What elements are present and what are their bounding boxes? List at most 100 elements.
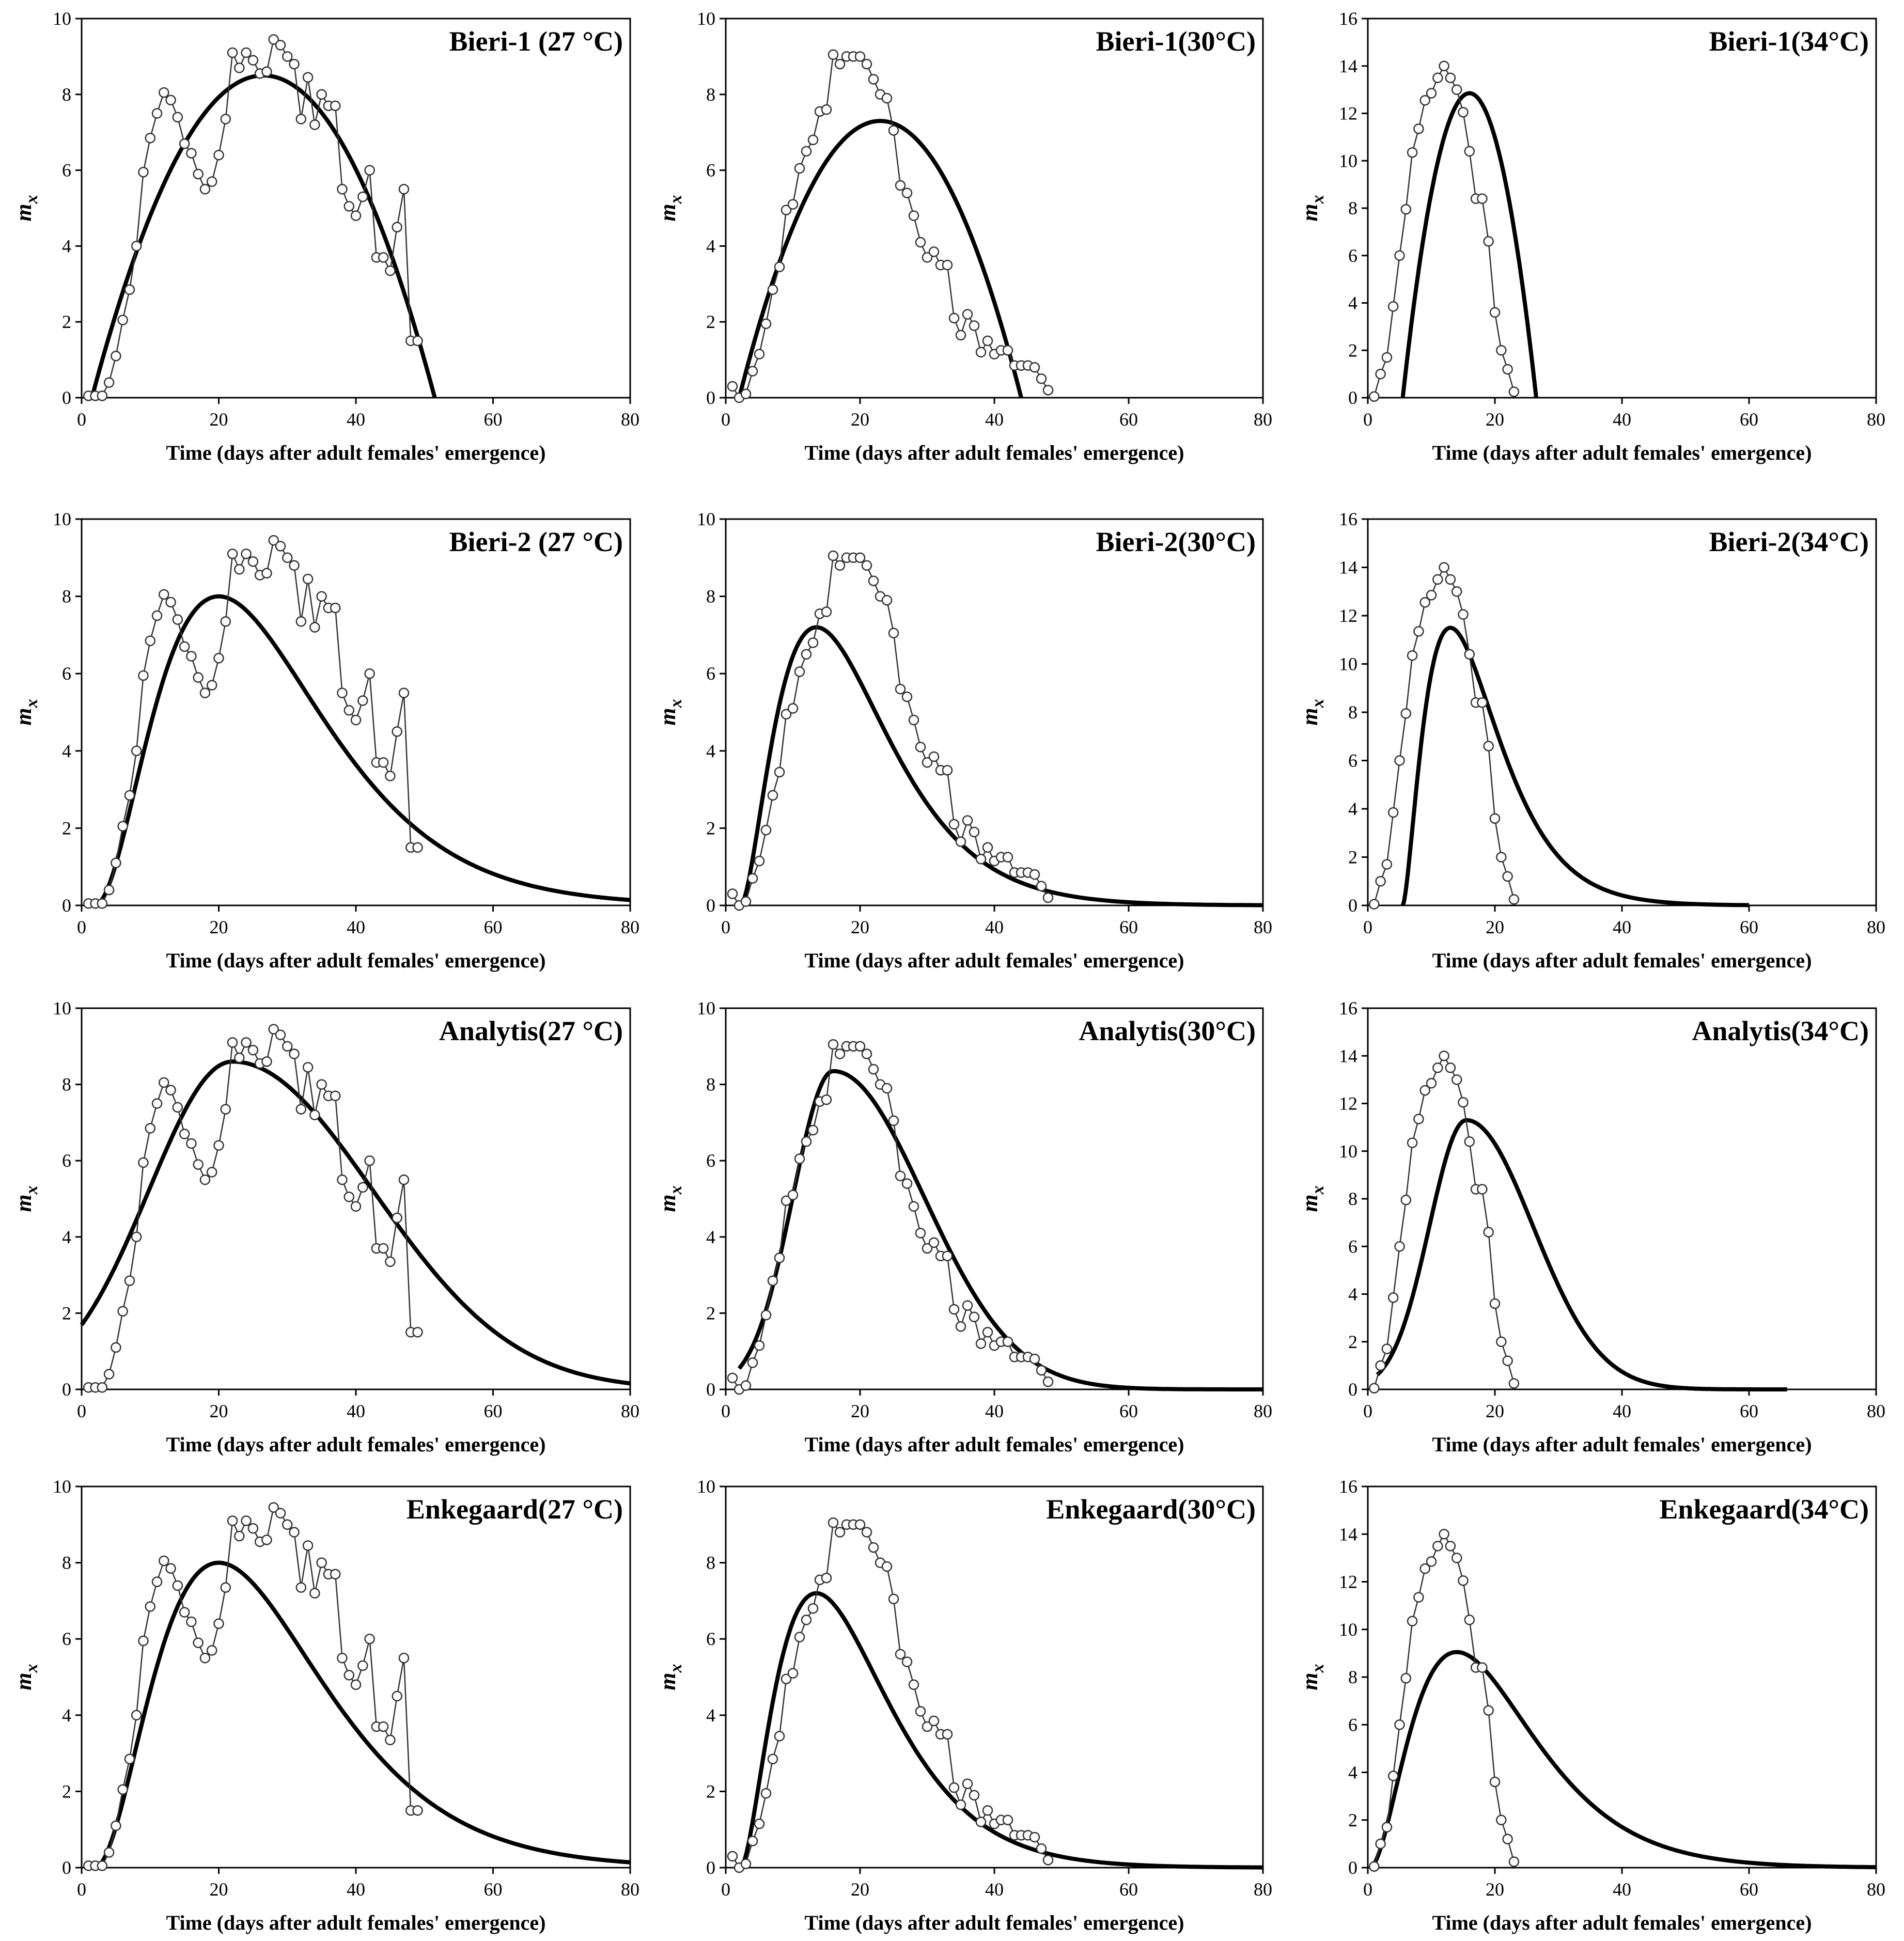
observed-point (895, 1649, 906, 1660)
y-axis-symbol: m (11, 204, 36, 221)
observed-point (378, 252, 389, 263)
observed-point (1426, 590, 1437, 601)
observed-point (1400, 1195, 1412, 1206)
y-tick-label: 2 (62, 1303, 71, 1323)
observed-point (1464, 649, 1475, 660)
observed-point (1458, 1575, 1469, 1586)
observed-point (289, 560, 300, 571)
observed-point (1400, 708, 1412, 719)
observed-point (131, 1710, 142, 1721)
observed-point (1451, 1553, 1462, 1563)
y-axis-symbol: m (655, 708, 680, 725)
x-tick-label: 60 (1740, 409, 1758, 430)
observed-point (364, 1155, 375, 1166)
observed-point (760, 824, 772, 836)
y-tick-label: 2 (706, 1781, 715, 1802)
y-tick-label: 4 (706, 236, 715, 256)
observed-line (1374, 1054, 1515, 1389)
observed-point (767, 790, 778, 801)
observed-point (740, 1858, 752, 1869)
observed-point (337, 687, 348, 698)
observed-point (801, 1136, 812, 1147)
x-tick-label: 60 (1740, 1879, 1758, 1900)
observed-point (1002, 1336, 1013, 1347)
observed-point (942, 764, 953, 776)
observed-point (199, 1652, 211, 1664)
y-axis-label: mx (1297, 1664, 1328, 1690)
plot-frame (725, 18, 1264, 399)
observed-point (344, 1192, 354, 1202)
observed-point (159, 1555, 169, 1567)
observed-point (227, 549, 238, 559)
observed-point (172, 1102, 183, 1113)
y-axis-symbol: m (655, 204, 680, 221)
observed-point (344, 201, 354, 212)
x-axis-label: Time (days after adult females' emergenc… (166, 949, 546, 972)
y-tick-label: 4 (706, 741, 715, 761)
observed-point (193, 672, 204, 683)
y-tick-label: 8 (62, 586, 71, 607)
y-tick-label: 4 (1348, 293, 1357, 314)
x-tick-label: 80 (621, 917, 639, 937)
observed-point (1502, 1355, 1513, 1366)
observed-point (206, 176, 217, 187)
observed-point (781, 1673, 792, 1684)
observed-point (165, 95, 176, 106)
observed-point (220, 1582, 231, 1593)
y-tick-label: 2 (1348, 847, 1357, 868)
observed-point (1477, 697, 1488, 708)
plot-frame (725, 1007, 1264, 1390)
plot-frame (1367, 1007, 1877, 1390)
y-tick-label: 4 (1348, 799, 1357, 819)
y-tick-label: 16 (1339, 998, 1357, 1019)
observed-point (962, 1778, 973, 1789)
observed-point (344, 1670, 354, 1681)
chart-title: Bieri-2 (27 °C) (449, 526, 623, 557)
observed-point (268, 1502, 279, 1513)
observed-point (330, 602, 341, 614)
observed-point (309, 622, 320, 633)
observed-point (975, 1817, 987, 1827)
observed-point (1496, 1814, 1507, 1825)
observed-point (1029, 362, 1040, 373)
observed-point (1002, 345, 1013, 356)
y-axis-subscript: x (1308, 1185, 1328, 1195)
observed-point (1036, 1365, 1047, 1376)
x-tick-label: 40 (1613, 1401, 1631, 1421)
observed-point (261, 1535, 272, 1545)
observed-point (1369, 1383, 1380, 1394)
observed-point (881, 594, 893, 606)
observed-point (378, 1243, 389, 1254)
x-tick-label: 20 (1486, 1879, 1504, 1900)
observed-point (1489, 1298, 1501, 1309)
observed-point (344, 705, 354, 716)
observed-point (350, 714, 362, 726)
x-tick-label: 40 (347, 1401, 365, 1421)
observed-point (969, 1311, 980, 1323)
observed-point (774, 1731, 785, 1742)
y-tick-label: 10 (1339, 654, 1357, 675)
observed-point (1375, 876, 1386, 887)
observed-point (1477, 1184, 1488, 1195)
observed-point (124, 1754, 135, 1764)
observed-point (928, 246, 940, 257)
observed-point (922, 1721, 933, 1732)
observed-point (828, 1039, 839, 1050)
observed-point (828, 1517, 839, 1528)
y-tick-label: 10 (1339, 1619, 1357, 1640)
x-tick-label: 80 (1254, 1879, 1272, 1900)
observed-point (794, 666, 805, 677)
observed-point (727, 381, 738, 392)
observed-point (1029, 1353, 1040, 1365)
observed-point (915, 1228, 926, 1239)
y-tick-label: 0 (706, 1857, 715, 1878)
y-axis-symbol: m (11, 1194, 36, 1212)
observed-point (350, 1201, 362, 1212)
x-tick-label: 0 (721, 409, 730, 430)
y-axis-symbol: m (1297, 708, 1322, 725)
observed-point (275, 40, 286, 51)
observed-point (901, 1178, 913, 1189)
x-tick-label: 80 (1254, 917, 1272, 937)
observed-point (834, 560, 846, 571)
observed-point (828, 49, 839, 60)
